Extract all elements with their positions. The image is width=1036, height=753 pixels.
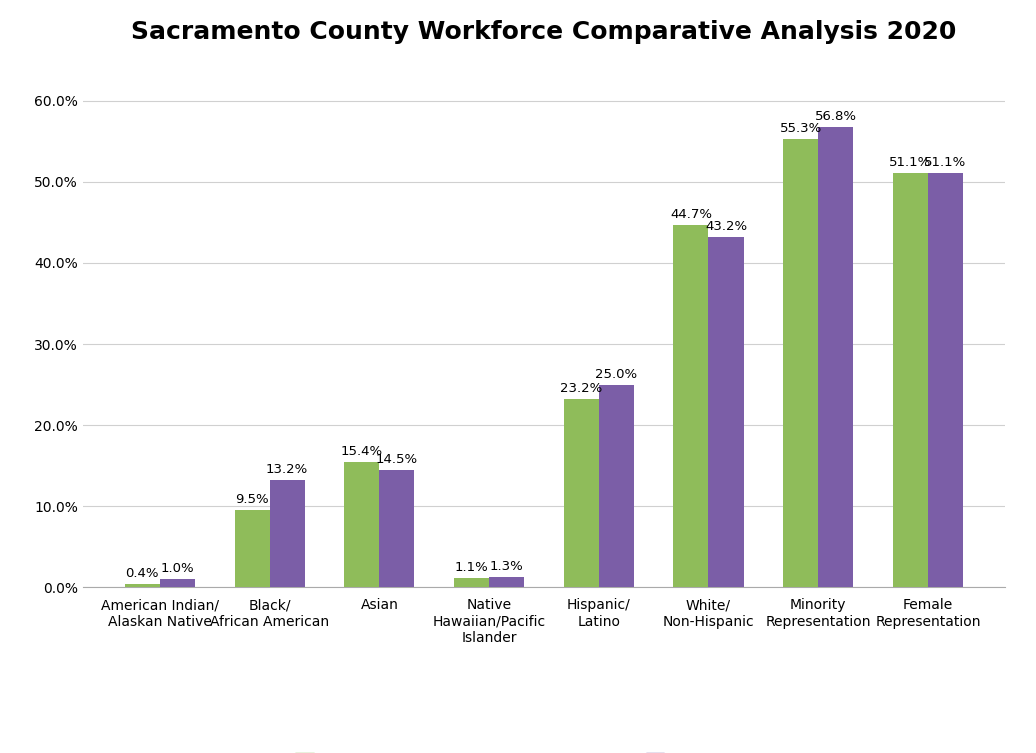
Bar	[928, 173, 963, 587]
Bar	[673, 225, 709, 587]
Text: 25.0%: 25.0%	[596, 367, 637, 380]
Bar	[160, 579, 195, 587]
Bar	[489, 577, 524, 587]
Text: 14.5%: 14.5%	[376, 453, 418, 465]
Text: 0.4%: 0.4%	[125, 567, 160, 580]
Text: 55.3%: 55.3%	[779, 122, 822, 135]
Text: 13.2%: 13.2%	[266, 463, 309, 476]
Text: 15.4%: 15.4%	[341, 446, 383, 459]
Bar	[454, 578, 489, 587]
Text: 9.5%: 9.5%	[235, 493, 269, 506]
Bar	[783, 139, 818, 587]
Bar	[269, 480, 305, 587]
Bar	[599, 385, 634, 587]
Text: 51.1%: 51.1%	[924, 156, 967, 169]
Bar	[709, 237, 744, 587]
Bar	[234, 511, 269, 587]
Bar	[564, 399, 599, 587]
Text: 51.1%: 51.1%	[889, 156, 931, 169]
Text: 1.1%: 1.1%	[455, 562, 488, 575]
Text: 44.7%: 44.7%	[670, 208, 712, 221]
Text: 43.2%: 43.2%	[704, 220, 747, 233]
Bar	[124, 584, 160, 587]
Text: 1.0%: 1.0%	[161, 562, 195, 575]
Text: 23.2%: 23.2%	[560, 383, 602, 395]
Text: 56.8%: 56.8%	[814, 110, 857, 123]
Bar	[893, 173, 928, 587]
Bar	[379, 470, 414, 587]
Title: Sacramento County Workforce Comparative Analysis 2020: Sacramento County Workforce Comparative …	[132, 20, 956, 44]
Bar	[344, 462, 379, 587]
Text: 1.3%: 1.3%	[490, 559, 523, 573]
Bar	[818, 127, 854, 587]
